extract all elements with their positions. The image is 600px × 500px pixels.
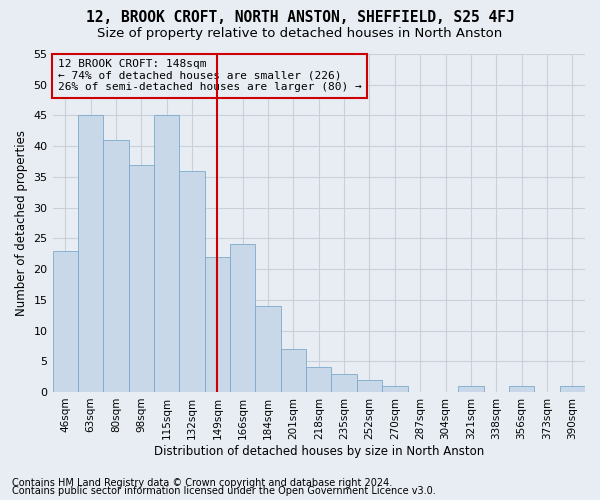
Bar [458, 386, 484, 392]
Bar [78, 116, 103, 392]
Bar [103, 140, 128, 392]
Y-axis label: Number of detached properties: Number of detached properties [15, 130, 28, 316]
Text: 12 BROOK CROFT: 148sqm
← 74% of detached houses are smaller (226)
26% of semi-de: 12 BROOK CROFT: 148sqm ← 74% of detached… [58, 59, 362, 92]
Bar [357, 380, 382, 392]
Text: Contains HM Land Registry data © Crown copyright and database right 2024.: Contains HM Land Registry data © Crown c… [12, 478, 392, 488]
X-axis label: Distribution of detached houses by size in North Anston: Distribution of detached houses by size … [154, 444, 484, 458]
Bar [256, 306, 281, 392]
Bar [509, 386, 534, 392]
Bar [128, 164, 154, 392]
Bar [382, 386, 407, 392]
Bar [281, 349, 306, 392]
Bar [205, 257, 230, 392]
Bar [53, 250, 78, 392]
Bar [230, 244, 256, 392]
Bar [560, 386, 585, 392]
Text: Contains public sector information licensed under the Open Government Licence v3: Contains public sector information licen… [12, 486, 436, 496]
Bar [179, 170, 205, 392]
Text: 12, BROOK CROFT, NORTH ANSTON, SHEFFIELD, S25 4FJ: 12, BROOK CROFT, NORTH ANSTON, SHEFFIELD… [86, 10, 514, 25]
Text: Size of property relative to detached houses in North Anston: Size of property relative to detached ho… [97, 28, 503, 40]
Bar [154, 116, 179, 392]
Bar [331, 374, 357, 392]
Bar [306, 368, 331, 392]
